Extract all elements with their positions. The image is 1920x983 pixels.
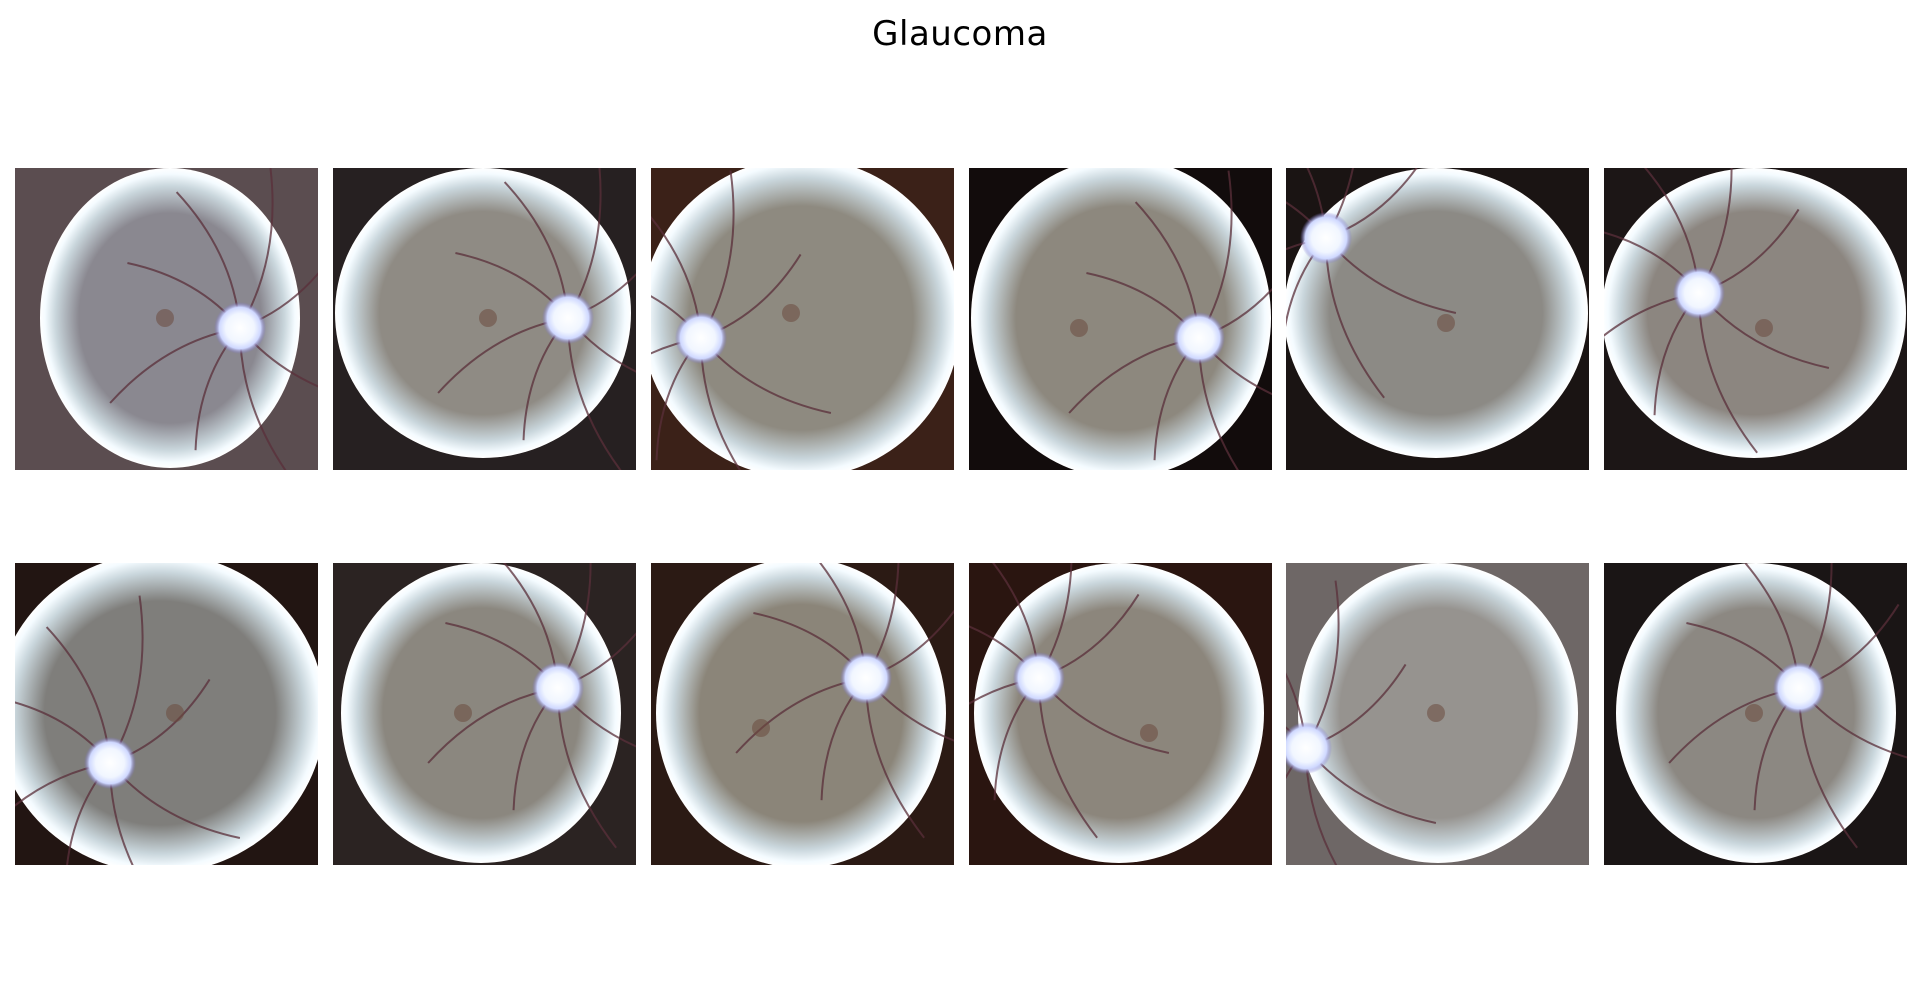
fundus-image-12 <box>1604 563 1907 865</box>
fundus-image-8 <box>333 563 636 865</box>
fundus-image-11 <box>1286 563 1589 865</box>
fundus-photo-svg <box>969 563 1272 865</box>
fundus-photo-svg <box>1604 563 1907 865</box>
retina-field <box>1604 168 1906 458</box>
fundus-photo-svg <box>1604 168 1907 470</box>
optic-disc <box>84 737 136 789</box>
macula <box>1427 704 1445 722</box>
macula <box>454 704 472 722</box>
macula <box>156 309 174 327</box>
fundus-photo-svg <box>333 168 636 470</box>
retina-field <box>651 168 954 470</box>
fundus-photo-svg <box>1286 168 1589 470</box>
fundus-image-3 <box>651 168 954 470</box>
optic-disc <box>532 662 584 714</box>
figure-title: Glaucoma <box>872 14 1048 54</box>
macula <box>166 704 184 722</box>
optic-disc <box>1773 662 1825 714</box>
optic-disc <box>675 312 727 364</box>
optic-disc <box>1013 652 1065 704</box>
optic-disc <box>1173 312 1225 364</box>
optic-disc <box>1673 267 1725 319</box>
fundus-photo-svg <box>651 563 954 865</box>
fundus-image-1 <box>15 168 318 470</box>
macula <box>752 719 770 737</box>
fundus-image-6 <box>1604 168 1907 470</box>
macula <box>1437 314 1455 332</box>
retina-field <box>341 563 621 863</box>
fundus-image-2 <box>333 168 636 470</box>
macula <box>1140 724 1158 742</box>
retina-field <box>1286 168 1588 458</box>
macula <box>479 309 497 327</box>
fundus-image-10 <box>969 563 1272 865</box>
optic-disc <box>1286 722 1332 774</box>
fundus-image-4 <box>969 168 1272 470</box>
fundus-photo-svg <box>1286 563 1589 865</box>
fundus-photo-svg <box>15 168 318 470</box>
retina-field <box>971 168 1271 470</box>
fundus-image-7 <box>15 563 318 865</box>
optic-disc <box>214 302 266 354</box>
fundus-photo-svg <box>651 168 954 470</box>
fundus-image-5 <box>1286 168 1589 470</box>
fundus-photo-svg <box>969 168 1272 470</box>
retina-field <box>656 563 946 865</box>
macula <box>1745 704 1763 722</box>
fundus-photo-svg <box>333 563 636 865</box>
optic-disc <box>542 292 594 344</box>
fundus-image-9 <box>651 563 954 865</box>
optic-disc <box>840 652 892 704</box>
retina-field <box>974 563 1264 863</box>
fundus-photo-svg <box>15 563 318 865</box>
optic-disc <box>1300 212 1352 264</box>
macula <box>1070 319 1088 337</box>
macula <box>782 304 800 322</box>
macula <box>1755 319 1773 337</box>
